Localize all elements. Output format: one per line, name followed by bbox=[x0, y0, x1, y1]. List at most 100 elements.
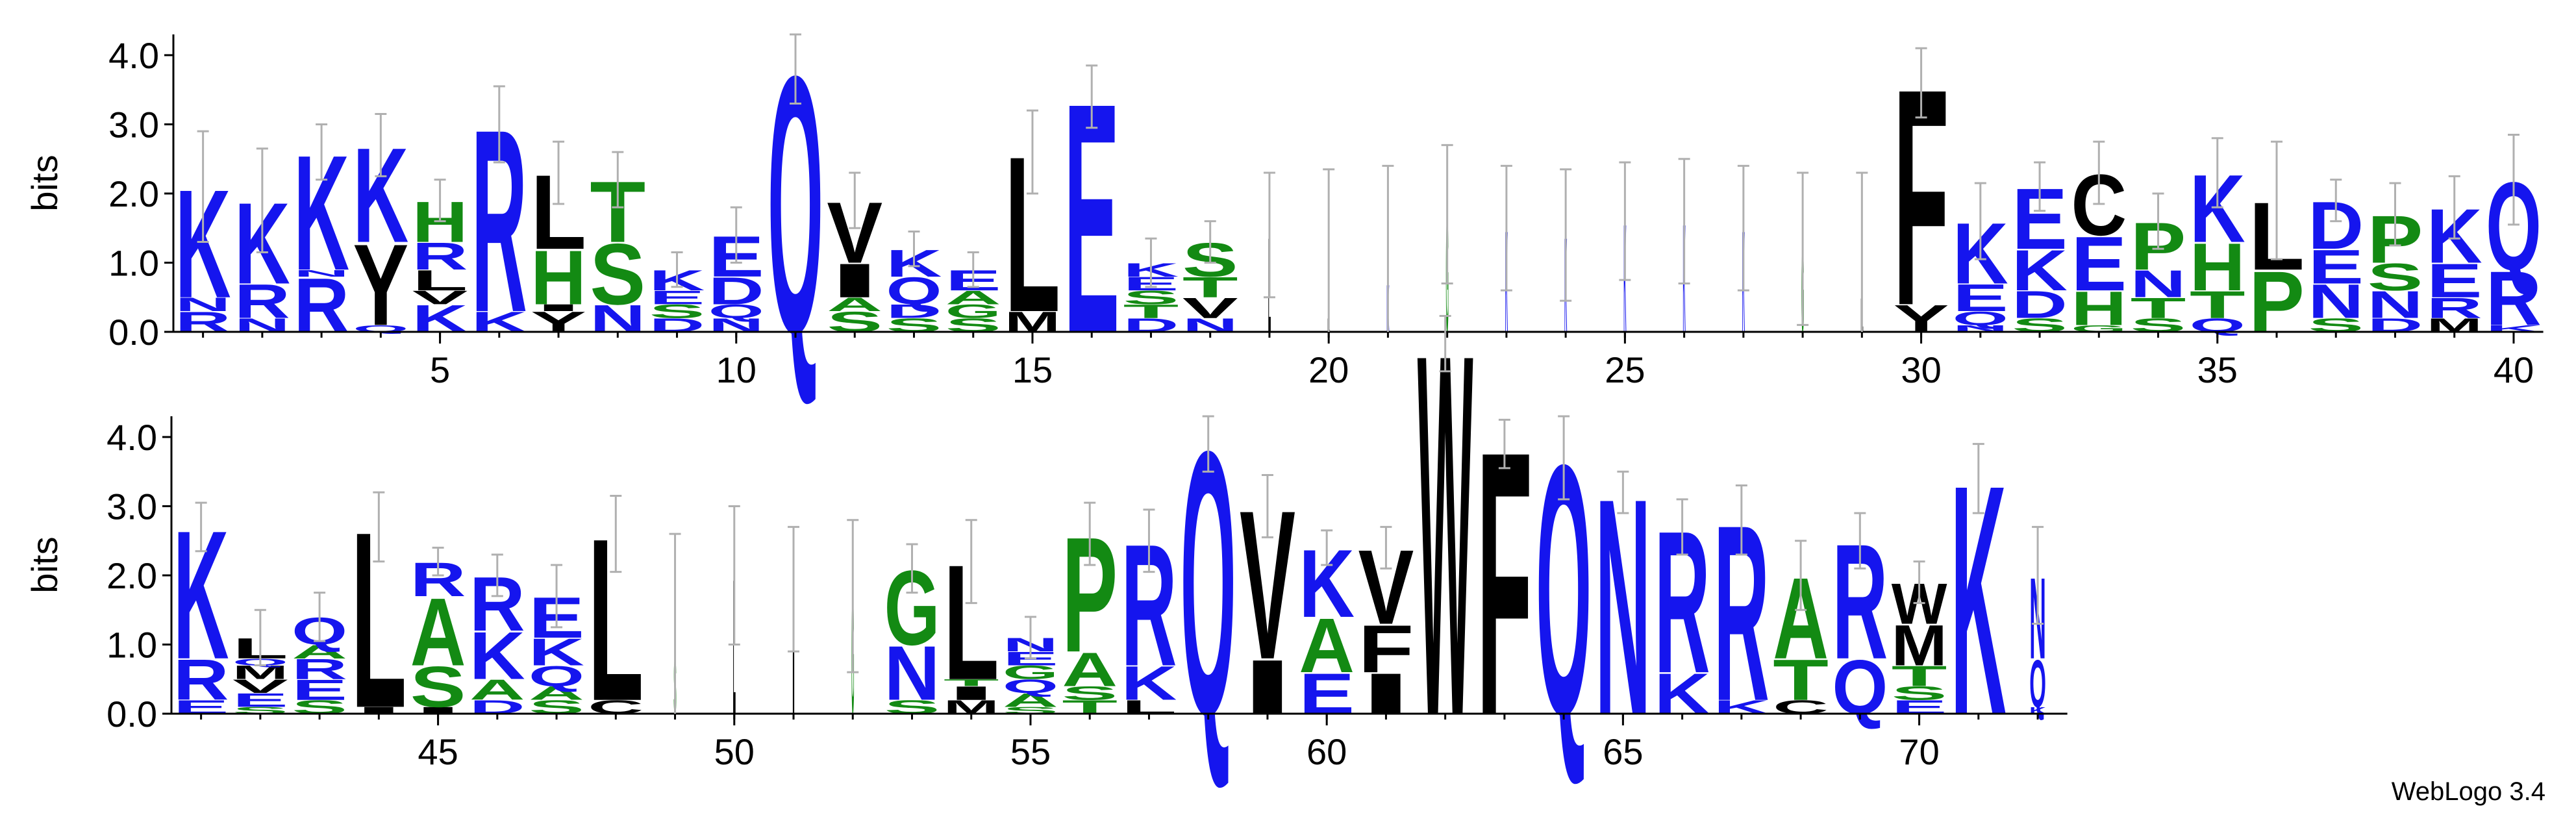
residue-letter: A bbox=[827, 294, 882, 316]
residue-letter: K bbox=[2012, 238, 2068, 303]
residue-letter: Y bbox=[353, 220, 408, 350]
x-tick-label: 65 bbox=[1603, 731, 1643, 772]
y-tick-label: 2.0 bbox=[108, 173, 159, 214]
residue-letter: L bbox=[412, 264, 468, 297]
residue-letter: E bbox=[2427, 254, 2482, 308]
x-tick-label: 15 bbox=[1012, 349, 1053, 390]
residue-letter: L bbox=[733, 539, 736, 755]
residue-letter: E bbox=[232, 690, 288, 711]
x-tick-label: 60 bbox=[1307, 731, 1347, 772]
residue-letter: K bbox=[469, 618, 525, 694]
residue-letter: G bbox=[1003, 662, 1058, 683]
x-tick-label: 50 bbox=[714, 731, 755, 772]
residue-letter: S bbox=[590, 225, 645, 323]
residue-letter: R bbox=[173, 648, 229, 712]
residue-letter: R bbox=[2427, 292, 2482, 325]
residue-letter: T bbox=[1123, 301, 1179, 322]
residue-letter: N bbox=[884, 631, 940, 717]
residue-letter: T bbox=[1773, 647, 1829, 712]
residue-letter: I bbox=[531, 303, 586, 314]
residue-letter: A bbox=[469, 674, 525, 707]
residue-letter: R bbox=[234, 274, 290, 328]
residue-letter: E bbox=[2071, 221, 2127, 307]
residue-letter: S bbox=[2368, 256, 2423, 299]
residue-letter: I bbox=[944, 683, 999, 704]
residue-letter: Q bbox=[2029, 646, 2046, 721]
residue-letter: N bbox=[2308, 274, 2364, 328]
residue-letter: S bbox=[1062, 683, 1118, 704]
x-tick-label: 30 bbox=[1901, 349, 1941, 390]
residue-letter: Q bbox=[529, 660, 584, 692]
footer: WebLogo 3.4 bbox=[2392, 777, 2545, 806]
residue-letter: A bbox=[529, 683, 584, 704]
residue-letter: I bbox=[792, 557, 795, 751]
x-tick-label: 70 bbox=[1899, 731, 1939, 772]
error-bars bbox=[197, 33, 2520, 332]
residue-letter: K bbox=[1121, 656, 1177, 710]
y-tick-label: 4.0 bbox=[106, 417, 157, 458]
x-tick-label: 40 bbox=[2494, 349, 2534, 390]
y-tick-label: 0.0 bbox=[106, 694, 157, 734]
residue-letter: T bbox=[2190, 283, 2245, 327]
residue-letter: N bbox=[294, 268, 349, 279]
x-tick-label: 55 bbox=[1010, 731, 1051, 772]
residue-letter: V bbox=[412, 287, 468, 308]
residue-letter: N bbox=[2368, 283, 2423, 327]
residue-letter: E bbox=[649, 287, 705, 308]
y-tick-label: 1.0 bbox=[106, 624, 157, 665]
residue-letter: I bbox=[827, 253, 882, 307]
residue-letter: R bbox=[292, 653, 347, 686]
residue-letter: A bbox=[1062, 642, 1118, 696]
x-tick-label: 20 bbox=[1308, 349, 1349, 390]
residue-letter: F bbox=[1358, 612, 1414, 687]
residue-letter: K bbox=[529, 631, 584, 674]
residue-letter: Q bbox=[886, 270, 942, 313]
y-tick-label: 3.0 bbox=[108, 104, 159, 145]
residue-letter: H bbox=[2190, 229, 2245, 305]
y-tick-label: 2.0 bbox=[106, 555, 157, 596]
residue-letter: T bbox=[2131, 292, 2186, 325]
x-tick-label: 45 bbox=[418, 731, 458, 772]
residue-letter: H bbox=[531, 234, 586, 321]
residue-letter: A bbox=[945, 287, 1001, 308]
x-tick-label: 5 bbox=[430, 349, 450, 390]
residue-letter: T bbox=[1892, 660, 1947, 693]
residue-letter: S bbox=[1123, 287, 1179, 308]
y-tick-label: 0.0 bbox=[108, 312, 159, 353]
residue-letter: V bbox=[1182, 292, 1238, 325]
residue-letter: R bbox=[412, 234, 468, 278]
residue-letter: T bbox=[1182, 271, 1238, 304]
residue-letter: H bbox=[2071, 281, 2127, 335]
residue-letter: T bbox=[944, 677, 999, 688]
y-tick-label: 1.0 bbox=[108, 242, 159, 283]
x-tick-label: 25 bbox=[1605, 349, 1645, 390]
y-tick-label: 3.0 bbox=[106, 486, 157, 527]
error-bars bbox=[195, 315, 2044, 714]
residue-letter: Q bbox=[1953, 308, 2008, 329]
residue-letter: S bbox=[1892, 683, 1947, 704]
residue-letter: D bbox=[886, 301, 942, 322]
residue-letter: N bbox=[175, 294, 231, 316]
y-axis-label: bits bbox=[24, 536, 65, 593]
residue-letter: A bbox=[1299, 603, 1355, 689]
residue-letter: V bbox=[232, 675, 288, 697]
residue-letter: R bbox=[2486, 255, 2542, 342]
residue-letter: M bbox=[1892, 614, 1947, 678]
x-tick-label: 35 bbox=[2197, 349, 2238, 390]
residue-letter: E bbox=[1953, 277, 2008, 320]
residue-letter: D bbox=[2012, 283, 2068, 327]
residue-letter: Q bbox=[1003, 676, 1058, 697]
residue-letter: E bbox=[2308, 240, 2364, 294]
residue-letter: N bbox=[2131, 262, 2186, 306]
residue-letter: A bbox=[410, 578, 466, 686]
y-tick-label: 4.0 bbox=[108, 35, 159, 76]
x-tick-label: 10 bbox=[716, 349, 757, 390]
residue-letter: D bbox=[708, 270, 764, 313]
residue-letter: S bbox=[649, 301, 705, 322]
residue-letter: Q bbox=[708, 301, 764, 322]
residue-letter: A bbox=[1003, 690, 1058, 711]
residue-letter: G bbox=[945, 301, 1001, 322]
